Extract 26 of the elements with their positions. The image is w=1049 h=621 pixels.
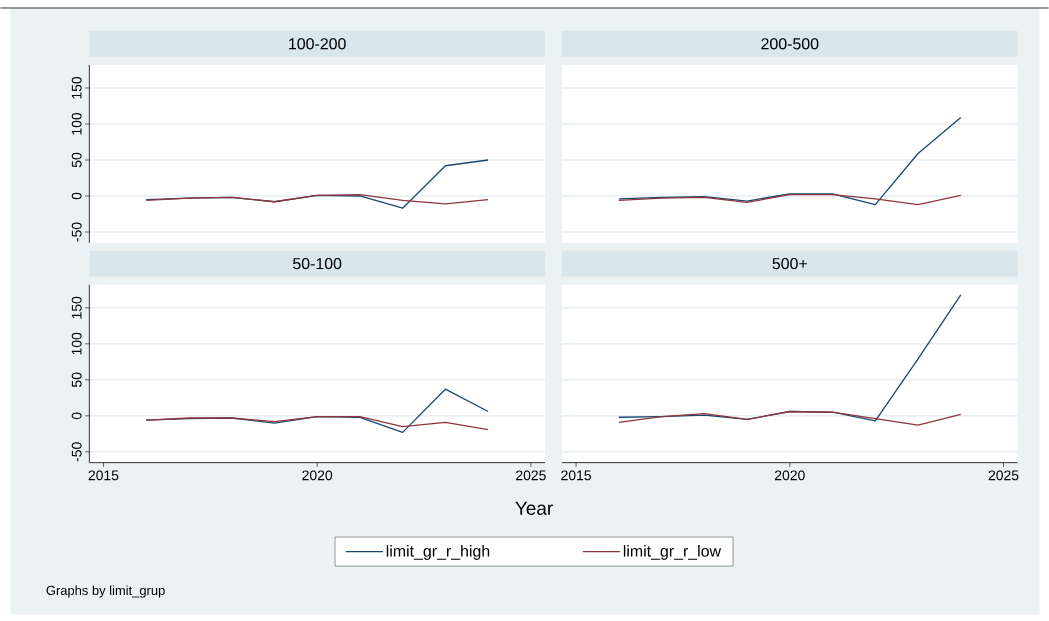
y-tick-label: 0 — [71, 412, 82, 420]
y-tick-label: 100 — [71, 113, 82, 135]
y-tick-label: 50 — [71, 153, 82, 168]
y-tick-label: 0 — [71, 192, 82, 200]
legend-label: limit_gr_r_low — [623, 545, 722, 561]
x-tick-label: 2025 — [516, 470, 546, 481]
line-series — [145, 416, 489, 431]
line-series — [145, 194, 489, 205]
text: Graphs by limit_grup — [46, 585, 165, 598]
y-tick-label: -50 — [71, 222, 82, 242]
x-tick-label: 2025 — [988, 470, 1019, 481]
x-tick-label: 2020 — [302, 470, 333, 481]
x-tick-label: 2015 — [561, 470, 591, 481]
y-tick-label: 50 — [71, 372, 82, 388]
chart-title: 500+ — [772, 258, 807, 270]
y-tick-label: 150 — [71, 296, 82, 319]
chart-title: 50-100 — [293, 258, 342, 270]
x-tick-label: 2015 — [88, 470, 119, 481]
y-tick-label: 150 — [71, 77, 82, 99]
y-tick-label: 100 — [71, 332, 82, 355]
legend-label: limit_gr_r_high — [386, 545, 490, 561]
x-tick-label: 2020 — [775, 470, 805, 481]
chart-title: 100-200 — [289, 38, 346, 50]
y-tick-label: -50 — [71, 442, 82, 462]
x-axis-title: Year — [515, 501, 553, 516]
chart-title: 200-500 — [761, 38, 819, 50]
